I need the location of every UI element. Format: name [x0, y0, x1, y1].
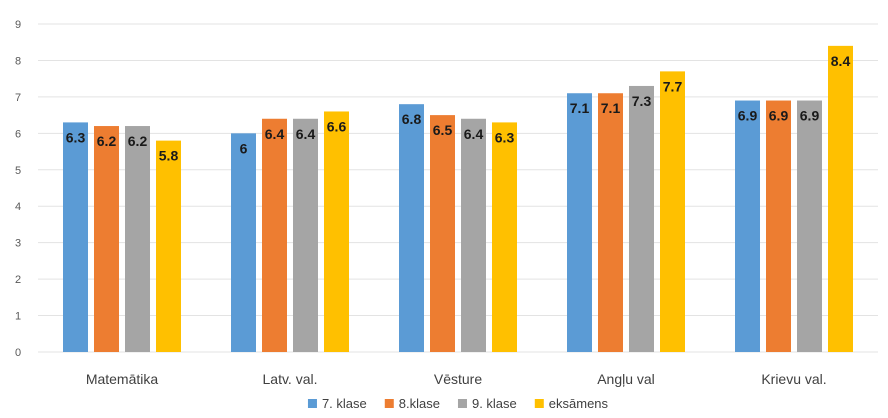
bar-4-5 [828, 45, 853, 352]
y-tick-label: 3 [15, 238, 21, 250]
category-label: Krievu val. [761, 371, 826, 387]
bar-1-3 [399, 104, 424, 352]
data-label: 7.1 [601, 100, 621, 116]
bar-3-5 [797, 100, 822, 353]
bar-4-3 [492, 122, 517, 353]
legend-label: 9. klase [472, 396, 517, 411]
y-tick-label: 9 [15, 19, 21, 31]
bar-3-3 [461, 118, 486, 352]
bar-4-2 [324, 111, 349, 352]
data-label: 7.1 [570, 100, 590, 116]
bar-1-1 [63, 122, 88, 353]
data-label: 6.4 [296, 126, 316, 142]
bar-1-5 [735, 100, 760, 353]
legend-item: 7. klase [307, 396, 367, 411]
data-label: 6.9 [800, 108, 820, 124]
y-tick-label: 1 [15, 311, 21, 323]
bar-2-5 [766, 100, 791, 353]
data-label: 7.7 [663, 78, 683, 94]
legend-item: 8.klase [384, 396, 440, 411]
data-label: 6.4 [265, 126, 285, 142]
y-tick-label: 7 [15, 92, 21, 104]
bar-4-4 [660, 71, 685, 352]
category-label: Latv. val. [263, 371, 318, 387]
legend-swatch [534, 399, 544, 408]
y-tick-label: 4 [15, 201, 21, 213]
data-label: 6.3 [66, 129, 86, 145]
y-tick-label: 5 [15, 165, 21, 177]
data-label: 6.8 [402, 111, 422, 127]
legend-label: 7. klase [322, 396, 367, 411]
bars [63, 45, 853, 353]
y-tick-label: 8 [15, 55, 21, 67]
data-label: 6 [240, 140, 248, 156]
data-label: 6.6 [327, 118, 347, 134]
data-label: 6.9 [769, 108, 789, 124]
x-axis-category-labels: Matemātika Latv. val. Vēsture Angļu val Krie… [86, 371, 827, 387]
data-label: 6.9 [738, 108, 758, 124]
category-label: Vēsture [434, 371, 482, 387]
bar-2-3 [430, 115, 455, 352]
category-label: Matemātika [86, 371, 159, 387]
bar-1-2 [231, 133, 256, 352]
bar-2-1 [94, 126, 119, 353]
data-label: 7.3 [632, 93, 652, 109]
legend: 7. klase 8.klase 9. klase eksāmens [307, 396, 609, 411]
bar-3-4 [629, 85, 654, 352]
bar-2-2 [262, 118, 287, 352]
data-labels: 6.3 6.2 6.2 5.8 6 6.4 6.4 6.6 6.8 6.5 6.4 6.3 7.1 7.1… [66, 53, 851, 164]
bar-3-1 [125, 126, 150, 353]
y-tick-label: 0 [15, 347, 21, 359]
data-label: 6.2 [97, 133, 117, 149]
category-label: Angļu val [597, 371, 655, 387]
data-label: 6.2 [128, 133, 148, 149]
legend-label: eksāmens [549, 396, 609, 411]
legend-swatch [457, 399, 467, 408]
legend-label: 8.klase [399, 396, 440, 411]
data-label: 5.8 [159, 148, 179, 164]
data-label: 6.3 [495, 129, 515, 145]
y-tick-label: 2 [15, 274, 21, 286]
bar-3-2 [293, 118, 318, 352]
bar-4-1 [156, 140, 181, 352]
legend-swatch [384, 399, 394, 408]
data-label: 8.4 [831, 53, 851, 69]
y-axis-tick-labels: 0 1 2 3 4 5 6 7 8 9 [15, 19, 21, 359]
bar-1-4 [567, 93, 592, 352]
legend-swatch [307, 399, 317, 408]
y-tick-label: 6 [15, 128, 21, 140]
legend-item: eksāmens [534, 396, 609, 411]
data-label: 6.5 [433, 122, 453, 138]
bar-2-4 [598, 93, 623, 352]
legend-item: 9. klase [457, 396, 517, 411]
data-label: 6.4 [464, 126, 484, 142]
